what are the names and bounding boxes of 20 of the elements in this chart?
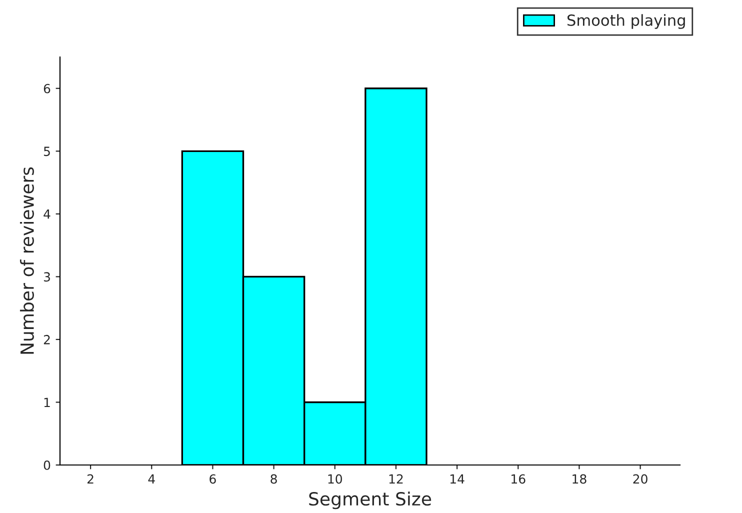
y-tick-label: 6 (44, 84, 50, 94)
y-tick-label: 5 (44, 146, 50, 156)
x-tick-label: 2 (87, 474, 94, 484)
y-tick-label: 4 (44, 210, 50, 219)
y-tick-label: 3 (44, 272, 50, 282)
x-tick-label: 16 (512, 474, 526, 484)
y-axis-title: Number of reviewers (20, 167, 34, 354)
x-tick-label: 4 (148, 474, 155, 484)
x-tick-label: 8 (270, 474, 277, 484)
x-tick-label: 20 (633, 474, 648, 484)
x-tick-label: 6 (210, 474, 216, 484)
x-tick-label: 18 (572, 474, 586, 484)
x-tick-label: 12 (389, 474, 403, 484)
y-tick-label: 2 (44, 334, 50, 344)
x-axis-title: Segment Size (309, 492, 432, 510)
y-tick-label: 0 (44, 460, 50, 470)
legend-label: Smooth playing (568, 14, 685, 29)
x-tick-label: 14 (450, 474, 464, 484)
y-tick-label: 1 (44, 398, 50, 407)
x-tick-label: 10 (328, 474, 342, 484)
